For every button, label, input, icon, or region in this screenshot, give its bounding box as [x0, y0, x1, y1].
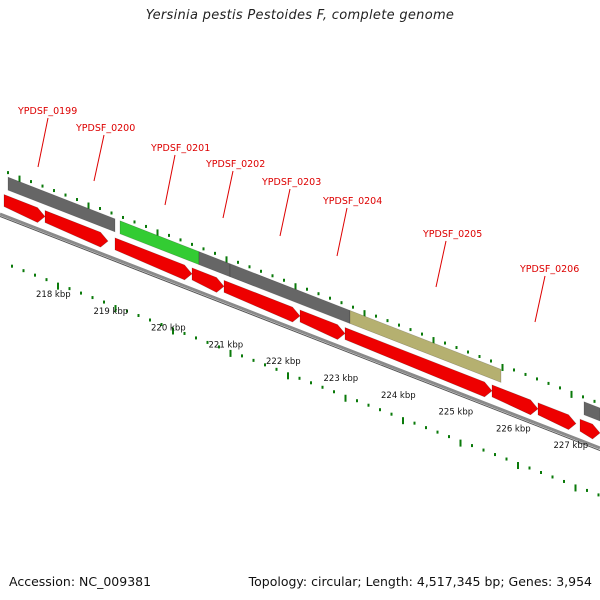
gene-label: YPDSF_0206	[519, 264, 579, 275]
cds-arrow	[579, 418, 600, 440]
label-leader	[222, 170, 234, 219]
map-title: Yersinia pestis Pestoides F, complete ge…	[145, 8, 455, 23]
cds-arrow	[223, 279, 301, 323]
cds-arrow	[299, 309, 346, 340]
backbone-shadow	[0, 216, 600, 451]
kbp-label-group: 218 kbp 219 kbp 220 kbp 221 kbp 222 kbp 223 k…	[36, 290, 588, 451]
label-leader	[279, 188, 291, 237]
cds-arrow	[191, 267, 225, 293]
cds-arrow	[3, 194, 46, 223]
label-leader	[164, 154, 176, 206]
kbp-label: 218 kbp	[36, 290, 71, 300]
gene-label: YPDSF_0200	[75, 123, 135, 134]
accession-text: Accession: NC_009381	[9, 574, 152, 589]
cds-arrow	[491, 384, 539, 416]
genome-summary-text: Topology: circular; Length: 4,517,345 bp…	[248, 574, 592, 589]
cds-arrow	[537, 402, 577, 430]
gene-feature	[7, 176, 116, 233]
gene-feature	[583, 401, 600, 422]
cds-arrow	[114, 237, 193, 281]
gene-label-group: YPDSF_0199 YPDSF_0200 YPDSF_0201 YPDSF_0202…	[17, 106, 579, 323]
inner-tick-track	[11, 264, 600, 497]
backbone-stroke	[0, 212, 600, 450]
kbp-label: 225 kbp	[439, 408, 474, 418]
gene-feature	[349, 310, 502, 383]
kbp-label: 220 kbp	[151, 324, 186, 334]
gene-label: YPDSF_0201	[150, 143, 210, 154]
kbp-label: 219 kbp	[94, 307, 129, 317]
kbp-label: 221 kbp	[209, 340, 244, 350]
gene-track	[7, 176, 600, 422]
label-leader	[534, 275, 546, 323]
label-leader	[93, 134, 105, 182]
cds-arrow	[344, 327, 493, 398]
gene-label: YPDSF_0205	[422, 229, 482, 240]
gene-label: YPDSF_0204	[322, 196, 382, 207]
kbp-label: 223 kbp	[324, 374, 359, 384]
backbone-line	[0, 212, 600, 451]
cds-track	[3, 194, 600, 440]
gene-label: YPDSF_0199	[17, 106, 77, 117]
kbp-label: 224 kbp	[381, 391, 416, 401]
label-leader	[435, 240, 447, 288]
kbp-label: 226 kbp	[496, 424, 531, 434]
kbp-label: 222 kbp	[266, 357, 301, 367]
cds-arrow	[44, 210, 109, 248]
outer-tick-track	[7, 171, 596, 403]
kbp-label: 227 kbp	[554, 441, 589, 451]
gene-label: YPDSF_0203	[261, 177, 321, 188]
gene-label: YPDSF_0202	[205, 159, 265, 170]
label-leader	[37, 117, 49, 168]
label-leader	[336, 207, 348, 257]
